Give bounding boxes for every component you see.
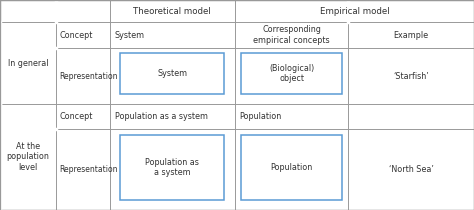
Text: Representation: Representation (60, 72, 118, 81)
Text: System: System (157, 69, 187, 78)
Text: In general: In general (8, 59, 48, 67)
Text: Population as a system: Population as a system (115, 112, 208, 121)
Text: System: System (115, 31, 145, 40)
Text: ‘Starfish’: ‘Starfish’ (393, 72, 429, 81)
Bar (120, 53, 224, 94)
Text: Empirical model: Empirical model (319, 7, 389, 16)
Bar (241, 53, 342, 94)
Text: Population as
a system: Population as a system (146, 158, 199, 177)
Text: Example: Example (393, 31, 429, 40)
Text: At the
population
level: At the population level (7, 142, 49, 172)
Text: Theoretical model: Theoretical model (133, 7, 211, 16)
Bar (241, 135, 342, 200)
Text: Corresponding
empirical concepts: Corresponding empirical concepts (253, 25, 330, 45)
Text: ‘North Sea’: ‘North Sea’ (389, 165, 434, 174)
Text: Concept: Concept (60, 112, 93, 121)
Text: Population: Population (270, 163, 313, 172)
Text: (Biological)
object: (Biological) object (269, 64, 314, 83)
Bar (120, 135, 224, 200)
Text: Population: Population (239, 112, 282, 121)
Text: Representation: Representation (60, 165, 118, 174)
Text: Concept: Concept (60, 31, 93, 40)
